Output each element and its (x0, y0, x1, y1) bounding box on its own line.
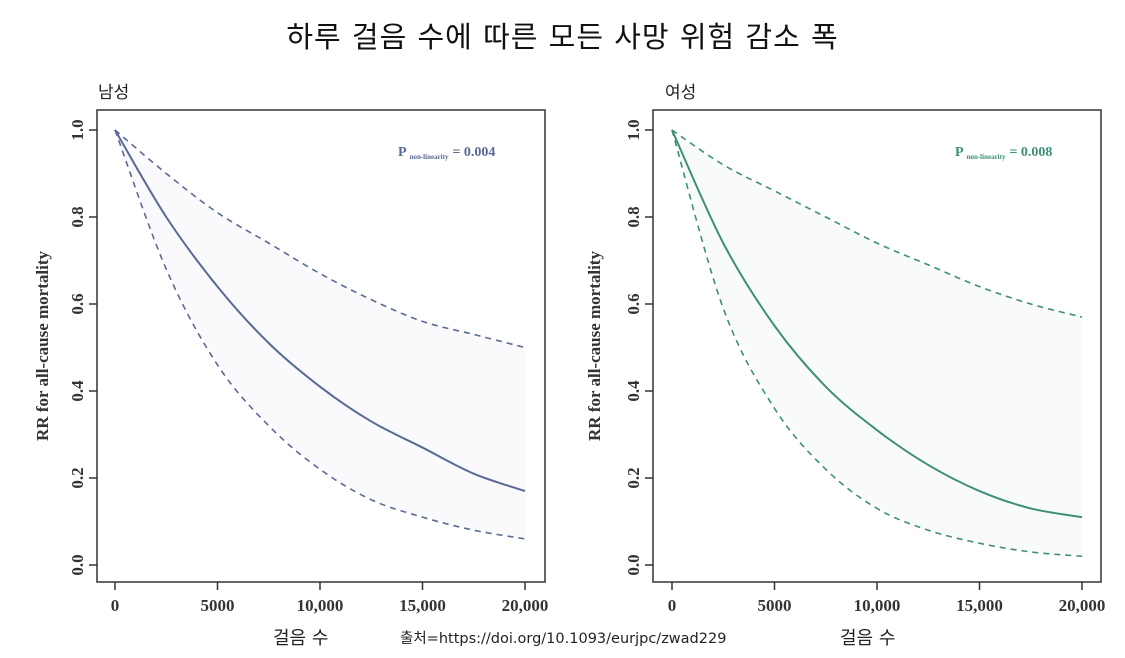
confidence-band (672, 130, 1082, 556)
x-tick-label: 15,000 (399, 596, 446, 615)
series-line-lower (671, 129, 1083, 558)
x-axis-label-male: 걸음 수 (273, 628, 329, 649)
y-tick-label: 0.8 (68, 206, 87, 227)
y-tick-label: 1.0 (68, 119, 87, 140)
x-tick-label: 10,000 (854, 596, 901, 615)
x-tick-label: 10,000 (297, 596, 344, 615)
y-axis-label: RR for all-cause mortality (585, 251, 604, 441)
confidence-band (115, 130, 525, 539)
panel-label-male: 남성 (98, 83, 130, 103)
y-tick-label: 0.8 (624, 206, 643, 227)
series-line-upper (114, 129, 526, 349)
x-tick-label: 0 (111, 596, 120, 615)
y-tick-label: 0.0 (624, 554, 643, 575)
y-tick-label: 1.0 (624, 119, 643, 140)
series-line-lower (114, 129, 526, 540)
x-tick-label: 5000 (758, 596, 792, 615)
y-tick-label: 0.2 (624, 467, 643, 488)
y-tick-label: 0.4 (624, 380, 643, 402)
x-tick-label: 20,000 (1059, 596, 1106, 615)
chart-panel-female: 0.0 0.2 0.4 0.6 0.8 1.0 0 5000 10,000 15,000 20,00… (585, 109, 1106, 615)
x-tick-label: 0 (668, 596, 677, 615)
y-tick-label: 0.6 (624, 293, 643, 314)
source-citation: 출처=https://doi.org/10.1093/eurjpc/zwad22… (400, 631, 727, 647)
y-tick-label: 0.0 (68, 554, 87, 575)
series-line-estimate (671, 129, 1083, 519)
y-tick-label: 0.2 (68, 467, 87, 488)
chart-title: 하루 걸음 수에 따른 모든 사망 위험 감소 폭 (286, 20, 839, 54)
panel-label-female: 여성 (665, 83, 697, 103)
y-axis-label: RR for all-cause mortality (33, 251, 52, 441)
x-axis-label-female: 걸음 수 (840, 628, 896, 649)
y-tick-label: 0.4 (68, 380, 87, 402)
series-line-estimate (114, 129, 526, 492)
x-tick-label: 20,000 (502, 596, 549, 615)
x-tick-label: 5000 (201, 596, 235, 615)
series-line-upper (671, 129, 1083, 318)
x-tick-label: 15,000 (956, 596, 1003, 615)
plot-frame (96, 109, 546, 583)
y-tick-label: 0.6 (68, 293, 87, 314)
chart-panel-male: 0.0 0.2 0.4 0.6 0.8 1.0 0 5000 10,000 15,000 20,00… (33, 109, 549, 615)
